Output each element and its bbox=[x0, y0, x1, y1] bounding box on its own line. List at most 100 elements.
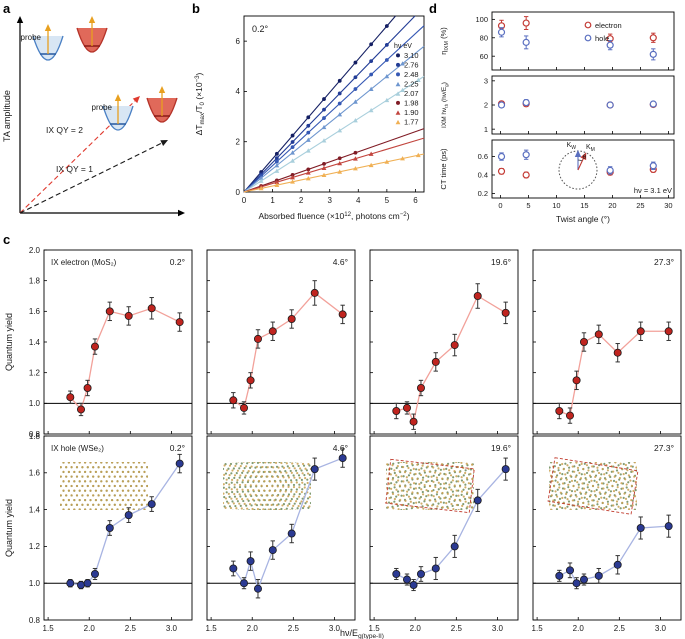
svg-text:2: 2 bbox=[236, 138, 241, 147]
svg-text:4.6°: 4.6° bbox=[333, 443, 348, 453]
d-1-electron-series bbox=[497, 100, 657, 109]
svg-text:3: 3 bbox=[327, 196, 332, 205]
data-point bbox=[649, 162, 657, 170]
svg-text:5: 5 bbox=[526, 201, 530, 210]
c-electron-3: 27.3° bbox=[532, 249, 682, 435]
svg-text:10: 10 bbox=[552, 201, 560, 210]
axes-frame bbox=[491, 11, 675, 71]
svg-text:1.0: 1.0 bbox=[29, 399, 41, 408]
svg-text:1.4: 1.4 bbox=[29, 338, 41, 347]
data-point bbox=[450, 341, 459, 350]
svg-text:probe: probe bbox=[21, 33, 42, 42]
axes-frame bbox=[206, 435, 356, 621]
series-3.10 bbox=[243, 15, 396, 193]
data-point bbox=[606, 166, 614, 174]
data-point bbox=[239, 403, 248, 412]
axes-frame bbox=[43, 435, 193, 621]
c-hole-0: 0.8 1.0 1.2 1.4 1.6 1.8 1.5 2.0 2.5 3.0 IX hole (W… bbox=[29, 432, 193, 633]
svg-text:3.0: 3.0 bbox=[329, 624, 341, 633]
svg-text:0: 0 bbox=[242, 196, 247, 205]
data-point bbox=[649, 34, 657, 42]
data-point bbox=[572, 376, 581, 385]
series-line bbox=[559, 330, 669, 417]
data-point bbox=[649, 100, 657, 108]
data-point bbox=[450, 542, 459, 551]
data-point bbox=[555, 571, 564, 580]
moire-lattice-inset bbox=[547, 457, 639, 515]
data-point bbox=[416, 383, 425, 392]
svg-text:19.6°: 19.6° bbox=[491, 443, 511, 453]
svg-text:100: 100 bbox=[475, 15, 488, 24]
svg-text:2.5: 2.5 bbox=[451, 624, 463, 633]
svg-text:6: 6 bbox=[413, 196, 418, 205]
data-point bbox=[606, 41, 614, 49]
svg-text:KW: KW bbox=[567, 142, 577, 151]
data-point bbox=[77, 405, 86, 414]
data-point bbox=[579, 575, 588, 584]
svg-text:0.2°: 0.2° bbox=[170, 257, 185, 267]
svg-text:0.4: 0.4 bbox=[478, 171, 488, 180]
svg-text:15: 15 bbox=[580, 201, 588, 210]
svg-text:2.0: 2.0 bbox=[84, 624, 96, 633]
d-2-electron-series bbox=[497, 165, 657, 179]
svg-text:1.98: 1.98 bbox=[404, 99, 419, 108]
svg-text:IX QY = 2: IX QY = 2 bbox=[46, 125, 83, 135]
data-point bbox=[105, 307, 114, 316]
svg-text:probe: probe bbox=[92, 103, 113, 112]
data-point bbox=[83, 383, 92, 392]
svg-text:hν = 3.1 eV: hν = 3.1 eV bbox=[634, 186, 672, 195]
data-point bbox=[246, 557, 255, 566]
data-point bbox=[402, 403, 411, 412]
svg-text:1.4: 1.4 bbox=[29, 505, 41, 514]
series-line bbox=[396, 468, 507, 587]
svg-text:27.3°: 27.3° bbox=[654, 257, 674, 267]
data-point bbox=[572, 579, 581, 588]
data-point bbox=[338, 310, 347, 319]
svg-text:ηIXM (%): ηIXM (%) bbox=[439, 27, 450, 55]
svg-text:1.90: 1.90 bbox=[404, 108, 419, 117]
legend: hν eV3.102.762.482.252.071.981.901.77 bbox=[394, 43, 419, 127]
svg-text:1.77: 1.77 bbox=[404, 118, 419, 127]
svg-text:hole: hole bbox=[595, 34, 609, 43]
series-1.90 bbox=[243, 137, 425, 193]
svg-text:electron: electron bbox=[595, 21, 622, 30]
svg-text:IX QY = 1: IX QY = 1 bbox=[56, 164, 93, 174]
data-point bbox=[555, 406, 564, 415]
svg-text:1.2: 1.2 bbox=[29, 542, 41, 551]
svg-text:TA amplitude: TA amplitude bbox=[2, 90, 12, 142]
svg-text:30: 30 bbox=[664, 201, 672, 210]
data-point bbox=[338, 454, 347, 463]
svg-text:3: 3 bbox=[484, 76, 488, 85]
series-2.07 bbox=[243, 75, 425, 193]
data-point bbox=[522, 19, 530, 27]
svg-text:1.5: 1.5 bbox=[532, 624, 544, 633]
data-point bbox=[431, 357, 440, 366]
axes-frame bbox=[532, 435, 682, 621]
data-point bbox=[287, 315, 296, 324]
data-point bbox=[522, 171, 530, 179]
data-point bbox=[636, 523, 645, 532]
svg-text:θ: θ bbox=[583, 154, 587, 161]
brillouin-zone-inset: KW KMθ bbox=[558, 142, 598, 190]
svg-text:0.2°: 0.2° bbox=[252, 24, 269, 34]
svg-text:0: 0 bbox=[236, 188, 241, 197]
d-0-hole-series bbox=[497, 27, 657, 61]
panel-label-b: b bbox=[192, 1, 200, 16]
c-hole-3: 1.5 2.0 2.5 3.0 27.3° bbox=[532, 435, 682, 633]
svg-text:3.10: 3.10 bbox=[404, 51, 419, 60]
moire-lattice-inset bbox=[60, 462, 148, 510]
data-point bbox=[497, 28, 506, 36]
c-electron-0: 0.8 1.0 1.2 1.4 1.6 1.8 2.0 IX electron (MoS₂) 0… bbox=[29, 246, 193, 439]
data-point bbox=[473, 496, 482, 505]
data-point bbox=[175, 318, 184, 327]
svg-text:2.48: 2.48 bbox=[404, 70, 419, 79]
svg-text:1.6: 1.6 bbox=[29, 469, 41, 478]
d-1-hole-series bbox=[497, 98, 657, 109]
svg-text:5: 5 bbox=[385, 196, 390, 205]
svg-text:2.07: 2.07 bbox=[404, 89, 419, 98]
data-point bbox=[66, 393, 75, 402]
svg-text:19.6°: 19.6° bbox=[491, 257, 511, 267]
data-point bbox=[66, 579, 75, 588]
svg-text:6: 6 bbox=[236, 37, 241, 46]
d-subplot-2: 0.2 0.4 0.6 0 5 10 15 20 25 30 CT time (ps) hν = 3.… bbox=[439, 139, 675, 210]
